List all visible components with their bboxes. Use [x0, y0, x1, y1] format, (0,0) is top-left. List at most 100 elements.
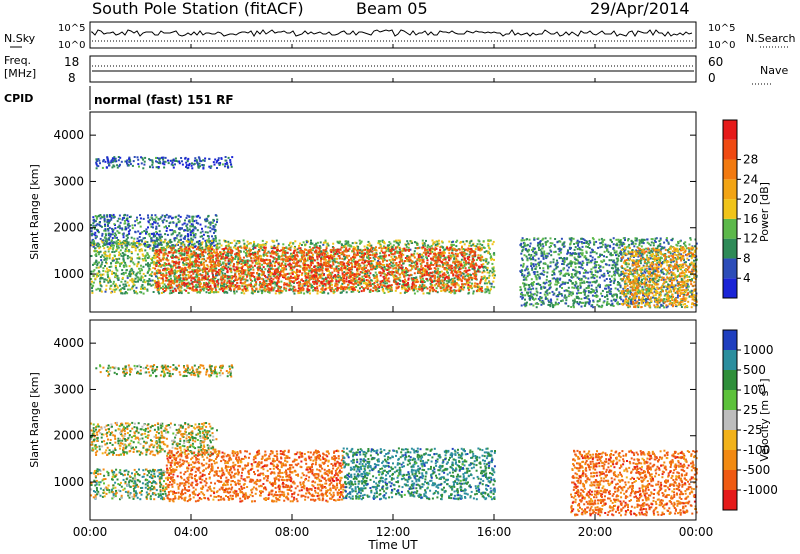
heatmap-cell	[435, 290, 437, 293]
heatmap-cell	[90, 227, 93, 230]
heatmap-cell	[487, 250, 490, 253]
heatmap-cell	[172, 221, 175, 224]
heatmap-cell	[175, 160, 178, 162]
heatmap-cell	[372, 274, 375, 276]
heatmap-cell	[310, 271, 313, 274]
heatmap-cell	[345, 240, 348, 243]
heatmap-cell	[124, 239, 127, 242]
heatmap-cell	[201, 227, 203, 230]
heatmap-cell	[254, 246, 257, 249]
heatmap-cell	[148, 255, 151, 258]
heatmap-cell	[312, 288, 315, 291]
heatmap-cell	[202, 255, 205, 258]
heatmap-cell	[143, 230, 146, 232]
heatmap-cell	[129, 215, 132, 218]
heatmap-cell	[139, 272, 142, 275]
heatmap-cell	[127, 230, 130, 233]
heatmap-cell	[293, 270, 295, 273]
heatmap-cell	[254, 279, 256, 282]
heatmap-cell	[243, 246, 246, 249]
heatmap-cell	[193, 226, 196, 229]
heatmap-cell	[129, 275, 132, 278]
heatmap-cell	[119, 221, 122, 224]
heatmap-cell	[178, 232, 181, 235]
heatmap-cell	[159, 259, 162, 262]
heatmap-cell	[382, 269, 385, 272]
heatmap-cell	[174, 231, 177, 234]
heatmap-cell	[402, 262, 405, 265]
heatmap-cell	[187, 292, 190, 294]
heatmap-cell	[271, 287, 274, 290]
heatmap-cell	[140, 239, 143, 242]
heatmap-cell	[251, 280, 254, 282]
heatmap-cell	[276, 252, 279, 255]
heatmap-cell	[132, 240, 135, 243]
heatmap-cell	[191, 230, 194, 233]
heatmap-cell	[209, 167, 212, 169]
heatmap-cell	[275, 251, 277, 254]
heatmap-cell	[155, 230, 158, 233]
heatmap-cell	[126, 249, 128, 252]
heatmap-cell	[142, 254, 145, 257]
heatmap-cell	[168, 252, 171, 255]
heatmap-cell	[398, 283, 401, 285]
heatmap-cell	[117, 159, 120, 162]
heatmap-cell	[145, 228, 148, 231]
heatmap-cell	[397, 268, 400, 271]
heatmap-cell	[438, 242, 441, 245]
heatmap-cell	[437, 252, 440, 255]
heatmap-cell	[240, 270, 243, 273]
heatmap-cell	[131, 245, 134, 248]
heatmap-cell	[298, 292, 301, 294]
heatmap-cell	[99, 280, 102, 283]
heatmap-cell	[448, 291, 451, 293]
heatmap-cell	[230, 241, 233, 244]
heatmap-cell	[324, 284, 327, 287]
heatmap-cell	[190, 240, 193, 243]
heatmap-cell	[185, 279, 187, 282]
heatmap-cell	[389, 242, 392, 245]
heatmap-cell	[226, 256, 229, 259]
heatmap-cell	[187, 240, 190, 243]
heatmap-cell	[248, 253, 250, 256]
heatmap-cell	[171, 260, 174, 263]
heatmap-cell	[491, 271, 494, 274]
heatmap-cell	[369, 264, 372, 267]
heatmap-cell	[146, 252, 149, 255]
heatmap-cell	[251, 292, 254, 295]
heatmap-cell	[419, 262, 422, 265]
heatmap-cell	[264, 274, 266, 277]
heatmap-cell	[482, 240, 485, 243]
heatmap-cell	[178, 160, 181, 163]
heatmap-cell	[432, 243, 435, 246]
heatmap-cell	[303, 260, 306, 263]
heatmap-cell	[95, 236, 98, 238]
heatmap-cell	[191, 219, 194, 222]
heatmap-cell	[415, 287, 418, 290]
heatmap-cell	[379, 243, 382, 246]
heatmap-cell	[268, 290, 271, 293]
heatmap-cell	[117, 278, 120, 281]
heatmap-cell	[165, 257, 168, 260]
heatmap-cell	[160, 216, 163, 219]
heatmap-cell	[319, 291, 322, 294]
heatmap-cell	[389, 251, 392, 254]
heatmap-cell	[330, 280, 333, 283]
heatmap-cell	[323, 257, 326, 260]
heatmap-cell	[160, 277, 163, 280]
heatmap-cell	[365, 274, 368, 276]
heatmap-cell	[469, 240, 472, 243]
heatmap-cell	[142, 272, 145, 275]
heatmap-cell	[449, 255, 452, 258]
heatmap-cell	[122, 264, 125, 267]
heatmap-cell	[441, 251, 444, 254]
heatmap-cell	[477, 270, 480, 273]
heatmap-cell	[209, 244, 212, 247]
heatmap-cell	[111, 244, 114, 247]
heatmap-cell	[437, 267, 440, 270]
heatmap-cell	[193, 251, 196, 254]
heatmap-cell	[305, 241, 308, 244]
heatmap-cell	[135, 274, 138, 277]
heatmap-cell	[182, 276, 185, 279]
heatmap-cell	[366, 283, 368, 285]
